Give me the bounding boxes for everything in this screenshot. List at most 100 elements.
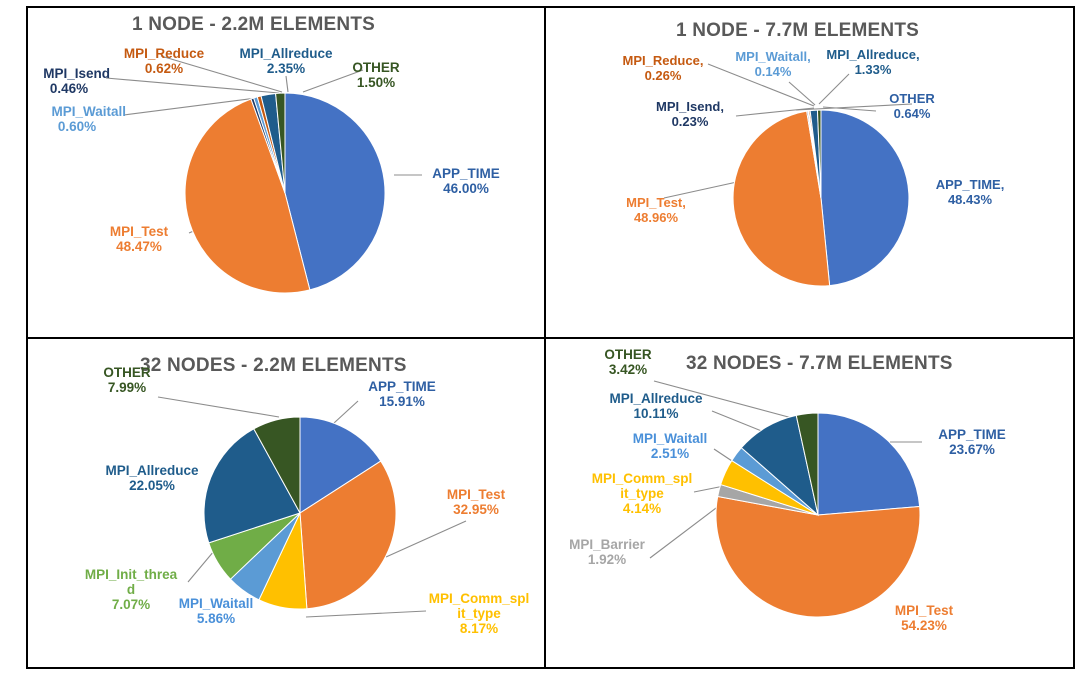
label-mpi-allreduce-bl-name: MPI_Allreduce [105, 463, 199, 478]
label-mpi-waitall-br: MPI_Waitall 2.51% [624, 431, 716, 461]
label-mpi-reduce-tr-name: MPI_Reduce, [622, 53, 704, 68]
pie-32-nodes-7-7m [546, 339, 1075, 669]
label-mpi-barrier-br-name: MPI_Barrier [569, 537, 645, 552]
label-mpi-comm-split-bl-name: MPI_Comm_spl it_type [428, 591, 530, 622]
label-app-time-bl-name: APP_TIME [368, 379, 436, 394]
label-other-tl-pct: 1.50% [356, 75, 396, 91]
slice-other [275, 92, 286, 194]
label-mpi-waitall-tl-pct: 0.60% [57, 119, 97, 135]
panel-32-nodes-7-7m: 32 NODES - 7.7M ELEMENTS [546, 339, 1075, 669]
label-mpi-test-bl: MPI_Test 32.95% [428, 487, 524, 517]
label-other-bl: OTHER 7.99% [90, 365, 164, 395]
label-app-time-br: APP_TIME 23.67% [924, 427, 1020, 457]
slice-other [816, 109, 822, 199]
label-mpi-reduce-tr-pct: 0.26% [644, 67, 682, 83]
label-mpi-isend-tl-pct: 0.46% [49, 81, 89, 97]
panel-one-node-7-7m: 1 NODE - 7.7M ELEMENTS [546, 8, 1075, 337]
label-mpi-comm-split-bl: MPI_Comm_spl it_type 8.17% [426, 591, 532, 636]
label-mpi-allreduce-br-pct: 10.11% [633, 406, 679, 422]
label-mpi-test-br-name: MPI_Test [894, 603, 954, 618]
slice-mpi-test [299, 460, 397, 610]
slice-mpi-test [184, 98, 311, 294]
label-mpi-waitall-br-pct: 2.51% [650, 446, 690, 462]
label-mpi-allreduce-tr: MPI_Allreduce, 1.33% [814, 47, 932, 77]
label-mpi-barrier-br-pct: 1.92% [587, 552, 627, 568]
label-mpi-isend-tl-name: MPI_Isend [43, 66, 110, 81]
label-app-time-tr-name: APP_TIME, [935, 177, 1005, 192]
slice-mpi-test [732, 110, 831, 287]
slice-app-time [299, 416, 382, 514]
label-mpi-allreduce-tr-pct: 1.33% [854, 61, 892, 77]
label-mpi-waitall-bl-name: MPI_Waitall [178, 596, 254, 611]
label-mpi-reduce-tl: MPI_Reduce 0.62% [114, 46, 214, 76]
label-other-br: OTHER 3.42% [590, 347, 666, 377]
label-mpi-reduce-tr: MPI_Reduce, 0.26% [614, 53, 712, 83]
label-mpi-test-tl: MPI_Test 48.47% [90, 224, 188, 254]
label-mpi-comm-split-br-pct: 4.14% [622, 501, 662, 517]
label-app-time-bl: APP_TIME 15.91% [354, 379, 450, 409]
label-other-bl-name: OTHER [103, 365, 151, 380]
slice-other [795, 412, 819, 516]
chart-title-one-node-7-7m: 1 NODE - 7.7M ELEMENTS [676, 20, 919, 41]
label-mpi-waitall-tr: MPI_Waitall, 0.14% [724, 49, 822, 79]
label-mpi-waitall-bl: MPI_Waitall 5.86% [168, 596, 264, 626]
label-mpi-waitall-tl-name: MPI_Waitall [51, 104, 126, 119]
label-mpi-allreduce-tl: MPI_Allreduce 2.35% [230, 46, 342, 76]
label-other-tr: OTHER 0.64% [876, 91, 948, 121]
label-mpi-reduce-tl-name: MPI_Reduce [123, 46, 205, 61]
label-app-time-tl-name: APP_TIME [432, 166, 500, 181]
label-mpi-barrier-br: MPI_Barrier 1.92% [564, 537, 650, 567]
label-other-tl: OTHER 1.50% [340, 60, 412, 90]
chart-title-32-nodes-7-7m: 32 NODES - 7.7M ELEMENTS [686, 353, 953, 374]
label-mpi-allreduce-bl: MPI_Allreduce 22.05% [94, 463, 210, 493]
slice-mpi-test [715, 495, 921, 618]
label-mpi-allreduce-bl-pct: 22.05% [129, 478, 175, 494]
label-mpi-test-tl-name: MPI_Test [109, 224, 169, 239]
pie-32-nodes-2-2m [28, 339, 544, 669]
label-mpi-isend-tr-pct: 0.23% [671, 113, 709, 129]
label-app-time-tl-pct: 46.00% [443, 181, 489, 197]
label-mpi-allreduce-br: MPI_Allreduce 10.11% [598, 391, 714, 421]
pie-slices-br [715, 412, 921, 618]
label-other-tl-name: OTHER [352, 60, 400, 75]
label-mpi-comm-split-bl-pct: 8.17% [459, 621, 499, 637]
label-app-time-tl: APP_TIME 46.00% [418, 166, 514, 196]
label-mpi-allreduce-tl-pct: 2.35% [266, 61, 306, 77]
panel-divider-horizontal [26, 337, 1075, 339]
label-mpi-allreduce-br-name: MPI_Allreduce [609, 391, 703, 406]
label-mpi-test-bl-pct: 32.95% [453, 502, 499, 518]
panel-32-nodes-2-2m: 32 NODES - 2.2M ELEMENTS OTHE [28, 339, 544, 669]
label-mpi-reduce-tl-pct: 0.62% [144, 61, 184, 77]
panel-one-node-2-2m: 1 NODE - 2.2M ELEMENTS [28, 8, 544, 337]
label-mpi-test-tr: MPI_Test, 48.96% [608, 195, 704, 225]
label-mpi-isend-tl: MPI_Isend 0.46% [28, 66, 110, 96]
label-mpi-allreduce-tl-name: MPI_Allreduce [239, 46, 333, 61]
label-other-tr-pct: 0.64% [893, 105, 931, 121]
label-mpi-allreduce-tr-name: MPI_Allreduce, [826, 47, 920, 62]
label-mpi-waitall-br-name: MPI_Waitall [632, 431, 708, 446]
slice-app-time [284, 92, 386, 291]
label-mpi-test-tr-name: MPI_Test, [626, 195, 686, 210]
label-other-bl-pct: 7.99% [107, 380, 147, 396]
pie-slices-tr [732, 109, 910, 287]
label-mpi-init-thread-bl-pct: 7.07% [111, 597, 151, 613]
label-other-br-pct: 3.42% [608, 362, 648, 378]
label-mpi-test-br-pct: 54.23% [901, 618, 947, 634]
pie-one-node-7-7m [546, 8, 1075, 337]
chart-title-one-node-2-2m: 1 NODE - 2.2M ELEMENTS [132, 14, 375, 35]
label-other-tr-name: OTHER [889, 91, 935, 106]
label-app-time-tr-pct: 48.43% [947, 191, 993, 207]
label-mpi-waitall-tl: MPI_Waitall 0.60% [28, 104, 126, 134]
slice-app-time [820, 109, 910, 287]
slice-other [253, 416, 301, 514]
label-mpi-isend-tr: MPI_Isend, 0.23% [642, 99, 738, 129]
label-app-time-tr: APP_TIME, 48.43% [918, 177, 1022, 207]
label-mpi-waitall-bl-pct: 5.86% [196, 611, 236, 627]
label-app-time-bl-pct: 15.91% [379, 394, 425, 410]
label-mpi-waitall-tr-name: MPI_Waitall, [735, 49, 811, 64]
label-other-br-name: OTHER [604, 347, 652, 362]
label-mpi-test-bl-name: MPI_Test [446, 487, 506, 502]
pie-slices-tl [184, 92, 386, 294]
label-mpi-comm-split-br-name: MPI_Comm_spl it_type [591, 471, 693, 502]
